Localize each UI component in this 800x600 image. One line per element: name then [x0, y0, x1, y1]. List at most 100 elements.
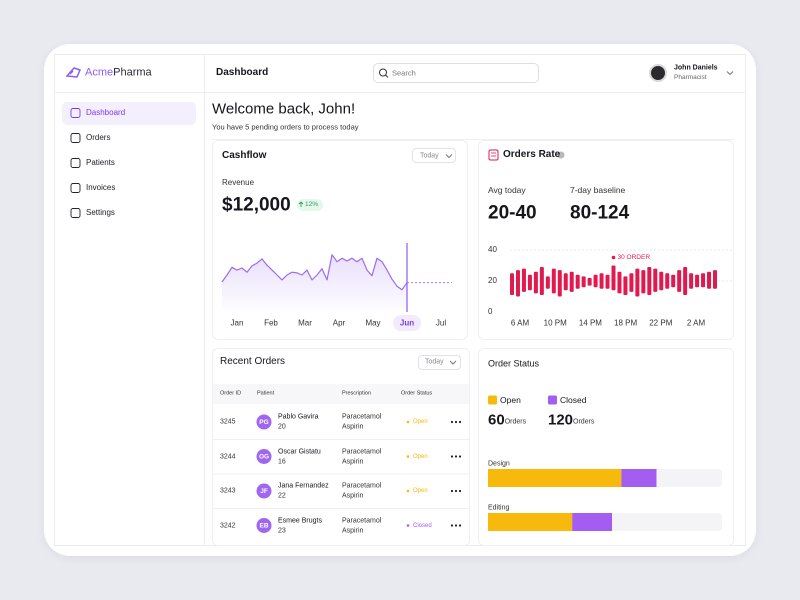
- prescription: Paracetamol: [342, 482, 382, 490]
- bar: [510, 273, 514, 295]
- x-tick-label: Jun: [400, 319, 414, 328]
- patient-initials: OG: [259, 454, 269, 461]
- nav-item[interactable]: Orders: [86, 133, 111, 142]
- metric-label: Revenue: [222, 178, 255, 187]
- order-status-card: [478, 348, 734, 546]
- area-fill: [222, 254, 407, 310]
- nav-item[interactable]: Invoices: [86, 183, 116, 192]
- nav-active-bg: [62, 102, 196, 125]
- patient-avatar: [256, 414, 272, 430]
- column-header: Order Status: [401, 390, 433, 397]
- row-menu[interactable]: [458, 455, 462, 458]
- row-menu[interactable]: [458, 420, 462, 424]
- stat-value: 80-124: [570, 202, 630, 224]
- bar: [623, 276, 628, 295]
- stat-value: 20-40: [488, 202, 537, 224]
- x-tick-label: Apr: [333, 319, 346, 328]
- patient-avatar: [256, 449, 272, 464]
- bar: [629, 273, 634, 292]
- cashflow-filter[interactable]: [412, 148, 456, 163]
- patient-age: 20: [278, 423, 286, 431]
- row-menu[interactable]: [458, 524, 462, 527]
- nav-item[interactable]: Settings: [86, 208, 115, 217]
- filter-chevron: [449, 360, 457, 365]
- bar-segment: [488, 513, 573, 531]
- row-menu[interactable]: [454, 524, 458, 527]
- order-status: Closed: [413, 522, 432, 529]
- patient-initials: PG: [259, 419, 268, 426]
- order-id: 3243: [220, 487, 236, 495]
- logo-icon: [65, 67, 82, 78]
- legend-unit: Orders: [504, 418, 527, 426]
- bar: [677, 270, 682, 292]
- row-menu[interactable]: [450, 489, 454, 493]
- y-tick-label: 40: [488, 245, 497, 254]
- page-title: Dashboard: [216, 67, 269, 78]
- orders-filter[interactable]: [418, 355, 461, 370]
- patient-name: Jana Fernandez: [278, 482, 329, 490]
- prescription: Aspirin: [342, 492, 364, 500]
- legend-swatch: [548, 395, 557, 405]
- order-id: 3245: [220, 418, 236, 426]
- info-icon: [557, 151, 565, 159]
- prescription: Aspirin: [342, 423, 364, 431]
- annotation: 30 ORDER: [618, 254, 651, 261]
- search-placeholder[interactable]: Search: [392, 68, 416, 78]
- bar: [527, 274, 532, 291]
- nav-icon: [70, 183, 81, 193]
- x-tick-label: Mar: [298, 319, 312, 328]
- change-badge-text: 12%: [305, 200, 319, 208]
- column-header: Prescription: [342, 390, 372, 397]
- bar: [551, 268, 556, 294]
- patient-initials: JF: [260, 488, 268, 495]
- row-menu[interactable]: [450, 455, 454, 458]
- bar: [563, 273, 568, 291]
- bar: [617, 271, 622, 294]
- search-box[interactable]: [373, 63, 539, 83]
- x-tick-label: 2 AM: [687, 319, 706, 328]
- y-tick-label: 0: [488, 307, 493, 316]
- row-menu[interactable]: [450, 524, 454, 527]
- row-menu[interactable]: [454, 420, 458, 424]
- bar: [647, 267, 652, 295]
- row-menu[interactable]: [450, 420, 454, 424]
- legend-swatch: [488, 395, 497, 405]
- bar: [665, 273, 670, 289]
- bar: [599, 273, 604, 289]
- nav-item[interactable]: Dashboard: [86, 108, 126, 117]
- prescription: Paracetamol: [342, 448, 382, 455]
- x-tick-label: 14 PM: [579, 319, 602, 328]
- user-menu-chevron[interactable]: [726, 71, 734, 76]
- welcome-divider: [212, 139, 734, 140]
- x-tick-label: 6 AM: [511, 319, 530, 328]
- bar: [593, 274, 598, 288]
- patient-name: Pablo Gavira: [278, 413, 319, 421]
- bar: [515, 270, 520, 297]
- x-tick-label: 10 PM: [544, 319, 567, 328]
- nav-icon: [70, 158, 81, 168]
- column-header: Patient: [257, 390, 275, 397]
- bar: [521, 268, 526, 292]
- row-menu[interactable]: [458, 489, 462, 493]
- bar-category: Design: [488, 460, 510, 468]
- bar-segment: [488, 469, 622, 487]
- user-avatar[interactable]: [649, 64, 667, 82]
- patient-age: 22: [278, 492, 286, 500]
- bar: [683, 267, 688, 295]
- filter-label[interactable]: Today: [420, 152, 439, 160]
- row-menu[interactable]: [454, 455, 458, 458]
- welcome-title: Welcome back, John!: [212, 100, 356, 118]
- bar: [689, 273, 694, 289]
- bar: [659, 271, 664, 291]
- bar: [605, 274, 610, 289]
- bar: [587, 277, 592, 286]
- nav-item[interactable]: Patients: [86, 158, 115, 167]
- card-title: Orders Rate: [503, 149, 561, 160]
- patient-name: Esmee Brugts: [278, 517, 322, 524]
- recent-orders-card: [212, 348, 470, 546]
- filter-label[interactable]: Today: [425, 358, 444, 366]
- metric-value: $12,000: [222, 194, 291, 216]
- row-menu[interactable]: [454, 489, 458, 493]
- patient-avatar: [256, 483, 272, 499]
